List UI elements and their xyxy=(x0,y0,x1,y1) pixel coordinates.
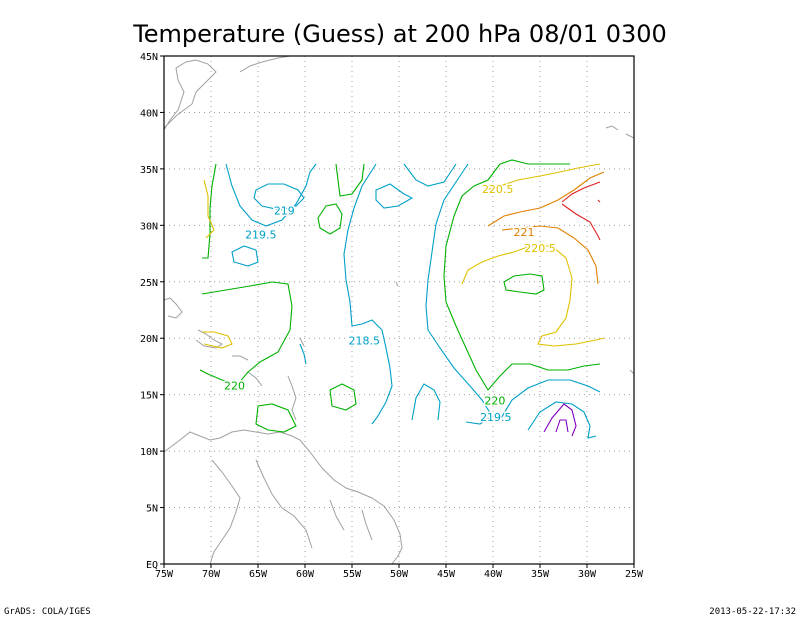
x-axis-ticks: 75W 70W 65W 60W 55W 50W 45W 40W 35W 30W 25W xyxy=(155,564,644,580)
contour-220-north-west xyxy=(202,163,217,259)
coast-south-america xyxy=(164,429,403,564)
contour-219-5-small-dash xyxy=(299,343,307,365)
contour-220-north-center xyxy=(335,163,365,197)
footer-right: 2013-05-22-17:32 xyxy=(709,607,796,617)
contour-labels: 219 219.5 218.5 220 220 219.5 220.5 221 220.5 xyxy=(223,182,558,426)
contour-219-5-west xyxy=(225,163,317,227)
contour-label: 221 xyxy=(514,226,535,239)
contour-220-lower-loop xyxy=(255,403,297,433)
y-tick-label: 15N xyxy=(140,391,158,402)
y-tick-label: 30N xyxy=(140,221,158,232)
x-tick-label: 30W xyxy=(578,569,597,580)
contour-221-5 xyxy=(561,181,601,241)
contour-220-east-north xyxy=(499,159,570,165)
contour-219-closed xyxy=(253,183,305,211)
contour-220-5-east xyxy=(461,163,605,347)
gridlines xyxy=(164,56,634,564)
x-tick-label: 45W xyxy=(437,569,456,580)
x-tick-label: 65W xyxy=(249,569,268,580)
y-tick-label: 40N xyxy=(140,108,158,119)
y-tick-label: EQ xyxy=(146,560,158,571)
contour-label: 220 xyxy=(224,380,245,393)
contour-220-east xyxy=(443,163,601,391)
plot-frame xyxy=(163,55,635,565)
contour-219-5-east xyxy=(425,163,493,425)
x-tick-label: 50W xyxy=(390,569,409,580)
contour-218-5-center xyxy=(343,163,393,425)
coast-interior-rivers xyxy=(255,459,373,549)
y-tick-label: 5N xyxy=(146,504,158,515)
x-tick-label: 40W xyxy=(484,569,503,580)
contour-221 xyxy=(487,171,605,285)
contour-219-5-central-bump xyxy=(375,183,414,209)
y-axis-ticks: EQ 5N 10N 15N 20N 25N 30N 35N 40N 45N xyxy=(140,52,164,571)
contour-label: 219.5 xyxy=(245,228,277,241)
contour-220-east-loop xyxy=(503,273,545,295)
x-tick-label: 60W xyxy=(296,569,315,580)
contour-219-5-small-loop xyxy=(231,245,259,267)
contour-219-5-se xyxy=(499,379,601,421)
coast-guyana-inner xyxy=(209,459,241,564)
contour-label: 220.5 xyxy=(524,242,556,255)
x-tick-label: 75W xyxy=(155,569,174,580)
x-tick-label: 35W xyxy=(531,569,550,580)
y-tick-label: 35N xyxy=(140,165,158,176)
contour-220-small-loop-south xyxy=(329,383,357,411)
contour-220-5-west xyxy=(203,179,215,239)
x-tick-label: 25W xyxy=(625,569,644,580)
contour-220-west-band xyxy=(199,281,293,385)
chart-title: Temperature (Guess) at 200 hPa 08/01 030… xyxy=(132,20,667,48)
x-tick-label: 70W xyxy=(202,569,221,580)
contour-label: 219.5 xyxy=(480,411,512,424)
contour-219-se-inner xyxy=(527,401,597,439)
y-tick-label: 25N xyxy=(140,278,158,289)
coast-nova-scotia xyxy=(239,56,291,73)
contour-label: 218.5 xyxy=(348,334,380,347)
coast-newfoundland xyxy=(605,125,634,139)
contour-label: 220.5 xyxy=(482,183,514,196)
coast-caribbean xyxy=(164,297,305,421)
coastlines xyxy=(164,56,634,564)
footer-left: GrADS: COLA/IGES xyxy=(4,607,91,617)
y-tick-label: 20N xyxy=(140,334,158,345)
contour-220-north-center-loop xyxy=(317,203,343,235)
contour-221-5-dot xyxy=(597,199,601,203)
coast-north-america xyxy=(164,59,217,131)
contour-label: 220 xyxy=(484,394,505,407)
contour-220-5-caribbean xyxy=(202,331,233,349)
contour-label: 219 xyxy=(274,205,295,218)
contour-219-5-north-arc xyxy=(403,163,457,187)
contour-218 xyxy=(543,403,577,437)
contour-219-5-south-loop xyxy=(411,383,441,421)
coast-islands xyxy=(395,281,634,375)
y-tick-label: 10N xyxy=(140,447,158,458)
contour-lines xyxy=(199,159,605,439)
y-tick-label: 45N xyxy=(140,52,158,63)
x-tick-label: 55W xyxy=(343,569,362,580)
